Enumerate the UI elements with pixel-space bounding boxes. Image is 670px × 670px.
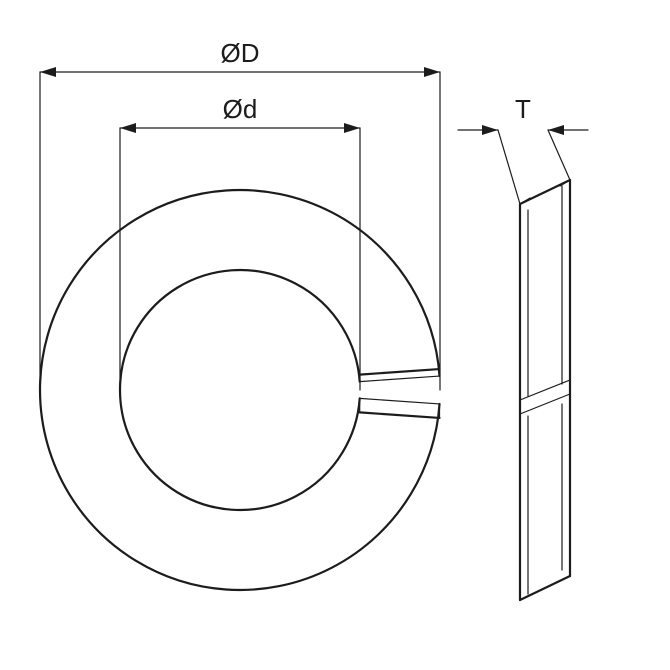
dimension-label: Ød [223, 94, 258, 124]
dimension-label: T [515, 94, 531, 124]
dimension-label: ØD [221, 38, 260, 68]
washer-diagram: ØD Ød T [0, 0, 670, 670]
